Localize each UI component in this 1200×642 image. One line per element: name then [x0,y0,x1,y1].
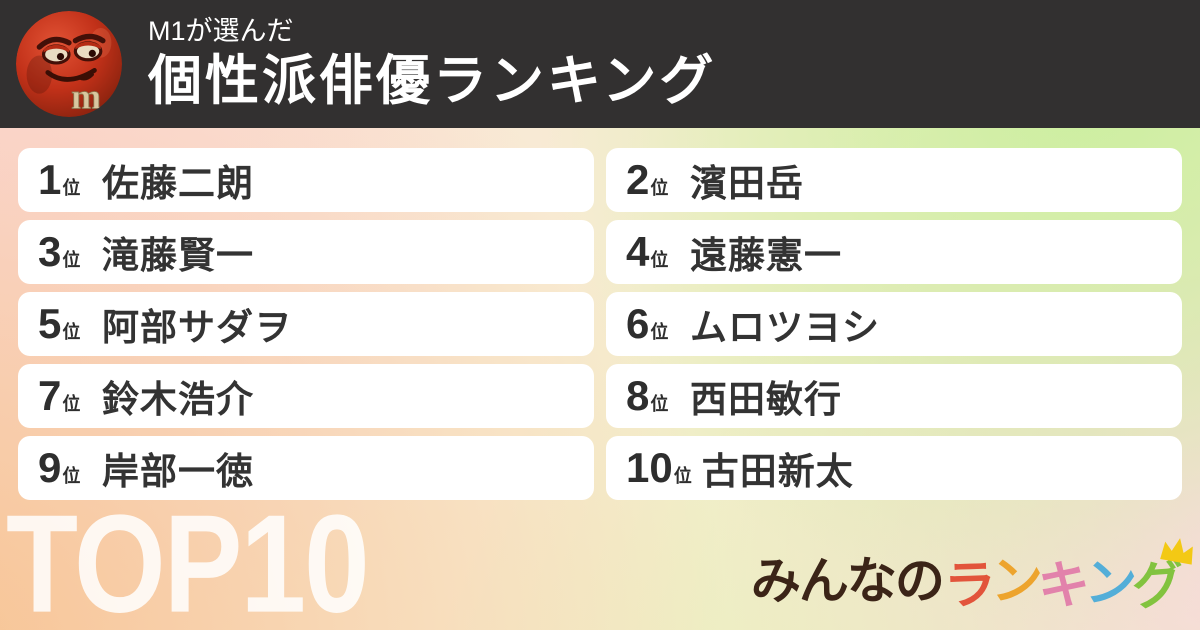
rank-number: 4 [626,228,650,275]
logo-letter: ラ [942,556,997,616]
rank-badge: 10 位 [626,447,692,489]
logo-letter: グ [1130,555,1186,617]
rank-unit: 位 [650,322,669,342]
rank-number: 5 [38,300,62,347]
rank-number: 2 [626,156,650,203]
rank-unit: 位 [62,178,81,198]
actor-name: 岸部一徳 [102,451,254,492]
header-bar: m M1が選んだ 個性派俳優ランキング [0,0,1200,128]
page-title: 個性派俳優ランキング [148,51,717,112]
actor-name: 阿部サダヲ [102,307,292,348]
svg-text:m: m [71,77,101,117]
byline-text: M1が選んだ [148,16,294,47]
actor-name: 古田新太 [701,451,854,492]
rank-unit: 位 [62,322,81,342]
top10-watermark: TOP10 [6,486,370,642]
logo-letter: キ [1036,555,1092,617]
rank-unit: 位 [673,466,692,486]
rank-unit: 位 [62,466,81,486]
logo-letter: ン [990,553,1043,611]
rank-unit: 位 [650,250,669,270]
ranking-item-10: 10 位 古田新太 [606,436,1182,500]
mm-plush-avatar-image: m [16,11,122,117]
rank-number: 1 [38,156,62,203]
actor-name: 滝藤賢一 [102,235,254,276]
rank-number: 7 [38,372,62,419]
rank-number: 9 [38,444,62,491]
logo-text-ranking: ラ ン キ ン グ [943,538,1193,617]
rank-number: 3 [38,228,62,275]
rank-unit: 位 [62,250,81,270]
rank-number: 10 [626,444,673,491]
actor-name: 佐藤二朗 [102,163,254,204]
rank-number: 6 [626,300,650,347]
actor-name: ムロツヨシ [690,307,880,348]
actor-name: 西田敏行 [690,379,842,420]
rank-number: 8 [626,372,650,419]
actor-name: 鈴木浩介 [102,379,254,420]
header-titles: M1が選んだ 個性派俳優ランキング [148,14,716,114]
rank-unit: 位 [62,394,81,414]
user-avatar: m [16,11,122,117]
actor-name: 濱田岳 [690,163,804,204]
rank-unit: 位 [650,394,669,414]
crown-icon [1158,533,1198,567]
logo-text-minnano: みんなの [750,553,945,609]
rank-unit: 位 [650,178,669,198]
actor-name: 遠藤憲一 [690,235,842,276]
site-logo: みんなの ラ ン キ ン グ [750,538,1193,617]
